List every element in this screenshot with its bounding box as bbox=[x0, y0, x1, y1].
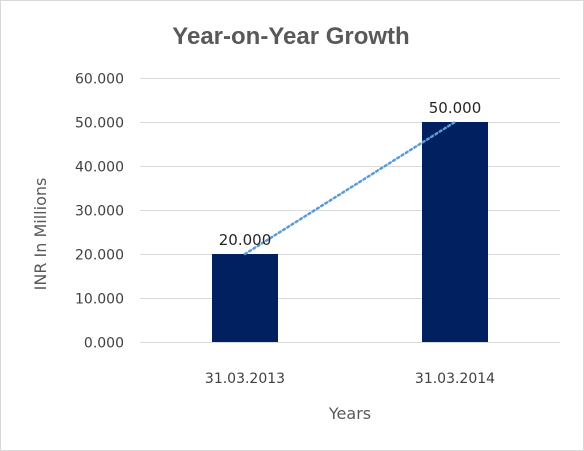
data-label: 50.000 bbox=[429, 99, 482, 117]
y-tick-label: 60.000 bbox=[75, 72, 124, 88]
y-tick-label: 20.000 bbox=[75, 248, 124, 264]
y-tick-label: 0.000 bbox=[84, 336, 124, 352]
y-tick-label: 40.000 bbox=[75, 160, 124, 176]
bar bbox=[422, 122, 488, 342]
x-tick-label: 31.03.2014 bbox=[415, 371, 495, 387]
y-axis-title: INR In Millions bbox=[31, 178, 50, 291]
x-axis-title: Years bbox=[328, 404, 371, 423]
chart-title: Year-on-Year Growth bbox=[172, 23, 409, 50]
trendline-layer bbox=[243, 120, 457, 256]
y-axis-tick-labels: 0.000 10.000 20.000 30.000 40.000 50.000 60.00… bbox=[75, 72, 124, 352]
gridlines bbox=[140, 78, 560, 343]
data-label: 20.000 bbox=[219, 231, 272, 249]
x-tick-label: 31.03.2013 bbox=[205, 371, 285, 387]
y-tick-label: 50.000 bbox=[75, 116, 124, 132]
x-axis-tick-labels: 31.03.2013 31.03.2014 bbox=[205, 371, 495, 387]
bars bbox=[212, 122, 488, 342]
y-tick-label: 30.000 bbox=[75, 204, 124, 220]
y-tick-label: 10.000 bbox=[75, 292, 124, 308]
trendline bbox=[243, 120, 457, 256]
bar bbox=[212, 254, 278, 342]
data-labels: 20.000 50.000 bbox=[219, 99, 482, 249]
